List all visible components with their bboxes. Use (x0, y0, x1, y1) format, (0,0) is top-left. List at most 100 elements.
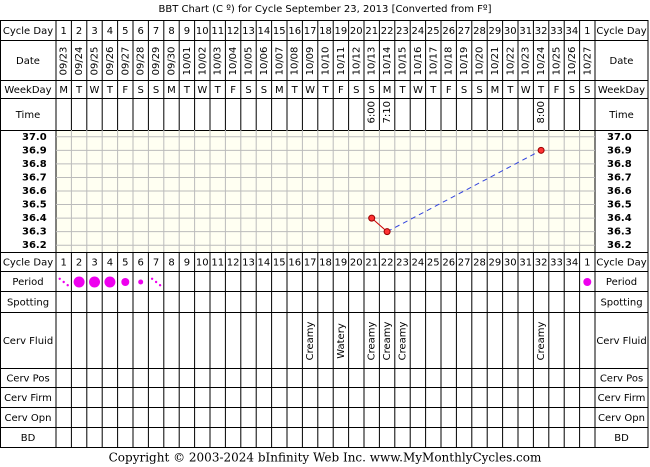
weekday: T (537, 85, 545, 96)
row-label: Cerv Fluid (596, 336, 646, 347)
date: 10/21 (490, 47, 501, 76)
cycle-day: 33 (550, 26, 563, 37)
cerv-fluid: Creamy (367, 322, 378, 361)
y-tick-label: 36.8 (607, 159, 632, 170)
cycle-day: 27 (458, 258, 471, 269)
row-label: Date (16, 56, 40, 67)
period-mark (104, 276, 116, 288)
cycle-day: 27 (458, 26, 471, 37)
weekday: W (413, 85, 423, 96)
cycle-day: 25 (427, 26, 440, 37)
date: 10/10 (321, 47, 332, 76)
date: 09/26 (105, 47, 116, 76)
time: 7:10 (382, 101, 393, 123)
weekday: W (90, 85, 100, 96)
row-label: BD (21, 433, 36, 444)
bbt-connector (386, 149, 542, 233)
cycle-day: 14 (258, 26, 271, 37)
weekday: T (291, 85, 299, 96)
weekday: W (305, 85, 315, 96)
weekday: S (461, 85, 467, 96)
time: 8:00 (536, 101, 547, 123)
bbt-point (383, 228, 391, 236)
cycle-day: 17 (304, 258, 317, 269)
y-tick-label: 36.2 (607, 240, 632, 251)
cerv-fluid: Creamy (305, 322, 316, 361)
cycle-day: 16 (288, 258, 301, 269)
cycle-day: 17 (304, 26, 317, 37)
row-label: Cycle Day (3, 258, 53, 269)
cycle-day: 29 (489, 26, 502, 37)
row-label: Period (12, 277, 43, 288)
row-border (0, 427, 649, 448)
period-mark (62, 280, 65, 284)
cycle-day: 2 (76, 258, 82, 269)
weekday: M (275, 85, 284, 96)
weekday: T (75, 85, 83, 96)
date: 09/27 (120, 47, 131, 76)
weekday: T (106, 85, 114, 96)
date: 10/02 (197, 47, 208, 76)
cycle-day: 7 (153, 26, 159, 37)
y-tick-label: 36.7 (22, 172, 47, 183)
cycle-day: 18 (319, 258, 332, 269)
date: 10/04 (228, 47, 239, 76)
date: 10/24 (536, 47, 547, 76)
cycle-day: 6 (138, 258, 144, 269)
date: 10/03 (213, 47, 224, 76)
weekday: T (214, 85, 222, 96)
cycle-day: 21 (365, 258, 378, 269)
date: 09/23 (59, 47, 70, 76)
period-mark (138, 279, 144, 285)
cycle-day: 1 (584, 258, 590, 269)
row-label: Date (610, 56, 634, 67)
period-mark (583, 278, 592, 286)
date: 10/08 (290, 47, 301, 76)
weekday: S (261, 85, 267, 96)
date: 10/06 (259, 47, 270, 76)
cycle-day: 34 (566, 26, 579, 37)
cycle-day: 28 (473, 258, 486, 269)
y-tick-label: 36.3 (22, 227, 47, 238)
cycle-day: 26 (442, 258, 455, 269)
cycle-day: 8 (168, 26, 174, 37)
cycle-day: 15 (273, 26, 286, 37)
cycle-day: 5 (122, 26, 128, 37)
weekday: S (153, 85, 159, 96)
weekday: S (138, 85, 144, 96)
y-tick-label: 36.8 (22, 159, 47, 170)
row-label: Spotting (600, 298, 642, 309)
cycle-day: 25 (427, 258, 440, 269)
weekday: S (353, 85, 359, 96)
date: 10/01 (182, 47, 193, 76)
y-tick-label: 36.7 (607, 172, 632, 183)
footer: Copyright © 2003-2024 bInfinity Web Inc.… (109, 451, 542, 465)
y-tick-label: 36.9 (22, 145, 47, 156)
date: 09/25 (90, 47, 101, 76)
date: 10/13 (367, 47, 378, 76)
weekday: F (338, 85, 344, 96)
cerv-fluid: Creamy (382, 322, 393, 361)
weekday: T (321, 85, 329, 96)
chart-title: BBT Chart (C º) for Cycle September 23, … (158, 4, 491, 15)
cycle-day: 20 (350, 258, 363, 269)
date: 10/16 (413, 47, 424, 76)
row-label: Cycle Day (596, 26, 646, 37)
cycle-day: 31 (519, 258, 532, 269)
cycle-day: 6 (138, 26, 144, 37)
y-tick-label: 37.0 (22, 132, 47, 143)
cycle-day: 4 (107, 258, 113, 269)
weekday: M (167, 85, 176, 96)
weekday: T (506, 85, 514, 96)
cycle-day: 5 (122, 258, 128, 269)
cycle-day: 34 (566, 258, 579, 269)
cycle-day: 11 (211, 258, 224, 269)
weekday: W (521, 85, 531, 96)
cycle-day: 3 (91, 26, 97, 37)
time: 6:00 (367, 101, 378, 123)
cycle-day: 11 (211, 26, 224, 37)
date: 10/27 (582, 47, 593, 76)
weekday: T (429, 85, 437, 96)
date: 10/17 (428, 47, 439, 76)
row-label: Cerv Opn (5, 413, 52, 424)
